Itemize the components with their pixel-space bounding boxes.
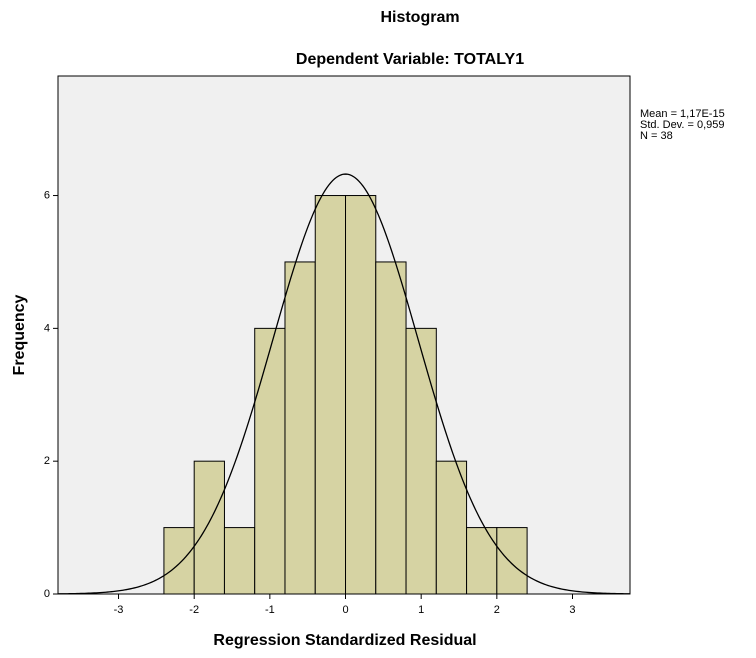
y-tick-label: 0 bbox=[44, 588, 50, 600]
plot-frame bbox=[57, 75, 631, 595]
normal-curve bbox=[57, 173, 631, 595]
stats-label: Mean = 1,17E-15 bbox=[640, 108, 725, 120]
stats-label: Std. Dev. = 0,959 bbox=[640, 119, 725, 131]
x-tick-label: 1 bbox=[418, 604, 424, 616]
y-axis-label: Frequency bbox=[11, 294, 28, 375]
x-tick-label: -3 bbox=[114, 604, 124, 616]
x-tick-label: 0 bbox=[342, 604, 348, 616]
bar bbox=[375, 261, 407, 595]
bar bbox=[254, 327, 286, 595]
bar bbox=[284, 261, 316, 595]
bar bbox=[435, 460, 468, 595]
bar bbox=[163, 527, 195, 595]
x-axis-label: Regression Standardized Residual bbox=[213, 632, 476, 649]
chart-title: Histogram bbox=[380, 9, 459, 26]
x-tick-label: -2 bbox=[189, 604, 199, 616]
chart-subtitle: Dependent Variable: TOTALY1 bbox=[296, 51, 524, 68]
x-tick-label: -1 bbox=[265, 604, 275, 616]
x-tick-label: 2 bbox=[494, 604, 500, 616]
bar bbox=[405, 327, 437, 595]
y-tick-label: 4 bbox=[44, 322, 50, 334]
bar bbox=[223, 527, 256, 595]
bar bbox=[314, 195, 347, 595]
y-tick-label: 6 bbox=[44, 189, 50, 201]
bar bbox=[193, 460, 225, 595]
bar bbox=[466, 527, 498, 595]
x-tick-label: 3 bbox=[569, 604, 575, 616]
bar bbox=[496, 527, 528, 595]
bar bbox=[345, 195, 377, 595]
y-tick-label: 2 bbox=[44, 455, 50, 467]
stats-label: N = 38 bbox=[640, 130, 673, 142]
